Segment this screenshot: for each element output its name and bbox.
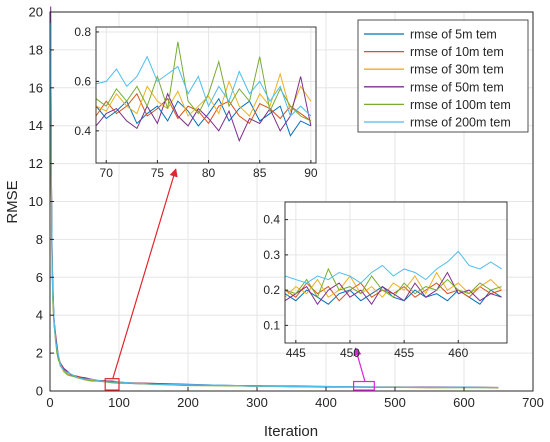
- inset-line-4: [95, 76, 312, 143]
- inset-iterations-445-464: 445 450 455 460 0.1 0.2 0.3 0.4: [263, 201, 508, 360]
- y-tick-label: 20: [29, 5, 43, 20]
- x-axis-label: Iteration: [264, 423, 318, 440]
- zoom-highlights: [104, 168, 375, 391]
- y-tick-label: 2: [36, 346, 43, 361]
- inset-line-5: [284, 267, 502, 299]
- inset-frame: [284, 201, 508, 344]
- inset-x-tick-label: 90: [304, 166, 318, 180]
- inset-x-tick-label: 75: [151, 166, 165, 180]
- legend-label-1: rmse of 5m tem: [410, 28, 497, 42]
- main-ticks: 0 100 200 300 400 500 600 700 0 2 4 6 8 10 12 14 16 18 20: [29, 5, 544, 411]
- inset-iterations-70-90: 70 75 80 85 90 0.4 0.6 0.8: [74, 25, 318, 180]
- inset-frame: [95, 26, 317, 164]
- highlight-box-1: [104, 378, 120, 391]
- legend-label-3: rmse of 30m tem: [410, 63, 504, 77]
- inset-x-tick-label: 80: [202, 166, 216, 180]
- inset-line-5: [95, 41, 312, 122]
- x-tick-label: 500: [384, 395, 406, 410]
- y-tick-label: 12: [29, 156, 43, 171]
- inset-x-tick-label: 460: [448, 346, 468, 360]
- inset-line-6: [284, 250, 502, 284]
- inset-y-tick-label: 0.4: [74, 124, 91, 138]
- legend-label-4: rmse of 50m tem: [410, 80, 504, 94]
- y-tick-label: 10: [29, 194, 43, 209]
- legend-label-2: rmse of 10m tem: [410, 45, 504, 59]
- y-tick-label: 18: [29, 42, 43, 57]
- inset-y-tick-label: 0.8: [74, 25, 91, 39]
- x-tick-label: 400: [315, 395, 337, 410]
- x-tick-label: 700: [522, 395, 544, 410]
- y-tick-label: 16: [29, 80, 43, 95]
- inset-line-1: [95, 97, 312, 137]
- inset-background: [285, 202, 507, 343]
- x-tick-label: 100: [108, 395, 130, 410]
- x-tick-label: 600: [453, 395, 475, 410]
- main-series: [50, 6, 499, 389]
- zoom-arrow-1: [112, 168, 178, 379]
- inset-x-tick-label: 450: [340, 346, 360, 360]
- x-tick-label: 0: [46, 395, 53, 410]
- inset-x-tick-label: 70: [100, 166, 114, 180]
- inset-y-tick-label: 0.4: [263, 213, 280, 227]
- inset-y-tick-label: 0.2: [263, 283, 280, 297]
- highlight-box-2: [353, 380, 375, 391]
- inset-line-2: [95, 92, 312, 125]
- y-tick-label: 8: [36, 232, 43, 247]
- inset-y-tick-label: 0.3: [263, 248, 280, 262]
- inset-y-tick-label: 0.6: [74, 74, 91, 88]
- legend: rmse of 5m tem rmse of 10m tem rmse of 30m…: [357, 19, 529, 133]
- inset-x-tick-label: 455: [394, 346, 414, 360]
- zoom-arrow-2: [353, 347, 366, 382]
- inset-line-6: [95, 55, 312, 117]
- x-tick-label: 200: [177, 395, 199, 410]
- inset-line-4: [284, 271, 502, 306]
- main-line-6: [50, 23, 499, 389]
- y-tick-label: 0: [36, 384, 43, 399]
- legend-label-6: rmse of 200m tem: [410, 116, 511, 130]
- inset-line-3: [95, 72, 312, 117]
- inset-line-3: [284, 271, 502, 298]
- inset-background: [96, 27, 316, 163]
- y-axis-label: RMSE: [4, 180, 21, 223]
- x-tick-label: 300: [246, 395, 268, 410]
- y-tick-label: 14: [29, 118, 43, 133]
- legend-label-5: rmse of 100m tem: [410, 98, 511, 112]
- inset-y-tick-label: 0.1: [263, 318, 280, 332]
- inset-x-tick-label: 85: [253, 166, 267, 180]
- inset-x-tick-label: 445: [286, 346, 306, 360]
- y-tick-label: 6: [36, 270, 43, 285]
- y-tick-label: 4: [36, 308, 43, 323]
- legend-box: [357, 19, 529, 133]
